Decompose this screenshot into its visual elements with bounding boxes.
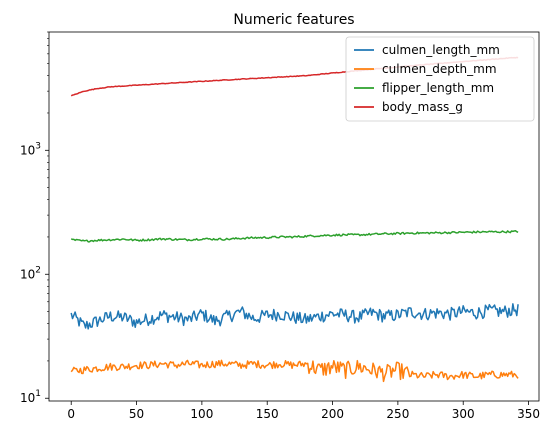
x-tick-label: 0: [67, 407, 75, 421]
chart-title: Numeric features: [233, 12, 354, 28]
x-tick-label: 150: [256, 407, 279, 421]
legend: culmen_length_mm culmen_depth_mm flipper_l…: [345, 36, 535, 122]
x-tick-label: 300: [452, 407, 475, 421]
series-line-flipper-length-mm: [70, 230, 519, 243]
series-line-culmen-depth-mm: [70, 359, 519, 383]
y-tick-label: 101: [20, 389, 41, 405]
legend-box: [345, 36, 535, 122]
x-tick-label: 100: [190, 407, 213, 421]
x-tick-label: 200: [321, 407, 344, 421]
legend-label: culmen_length_mm: [382, 43, 500, 57]
x-tick-label: 350: [517, 407, 540, 421]
y-tick-label: 103: [20, 141, 41, 157]
series-line-culmen-length-mm: [70, 303, 519, 330]
legend-label: body_mass_g: [382, 100, 463, 114]
x-tick-label: 250: [386, 407, 409, 421]
x-axis: 0 50 100 150 200 250 300 350: [67, 401, 540, 421]
plot-frame: [48, 31, 540, 402]
x-tick-label: 50: [129, 407, 144, 421]
legend-label: culmen_depth_mm: [382, 62, 497, 76]
legend-label: flipper_length_mm: [382, 81, 494, 95]
y-tick-label: 102: [20, 265, 41, 281]
y-axis: 101 102 103: [20, 31, 49, 405]
